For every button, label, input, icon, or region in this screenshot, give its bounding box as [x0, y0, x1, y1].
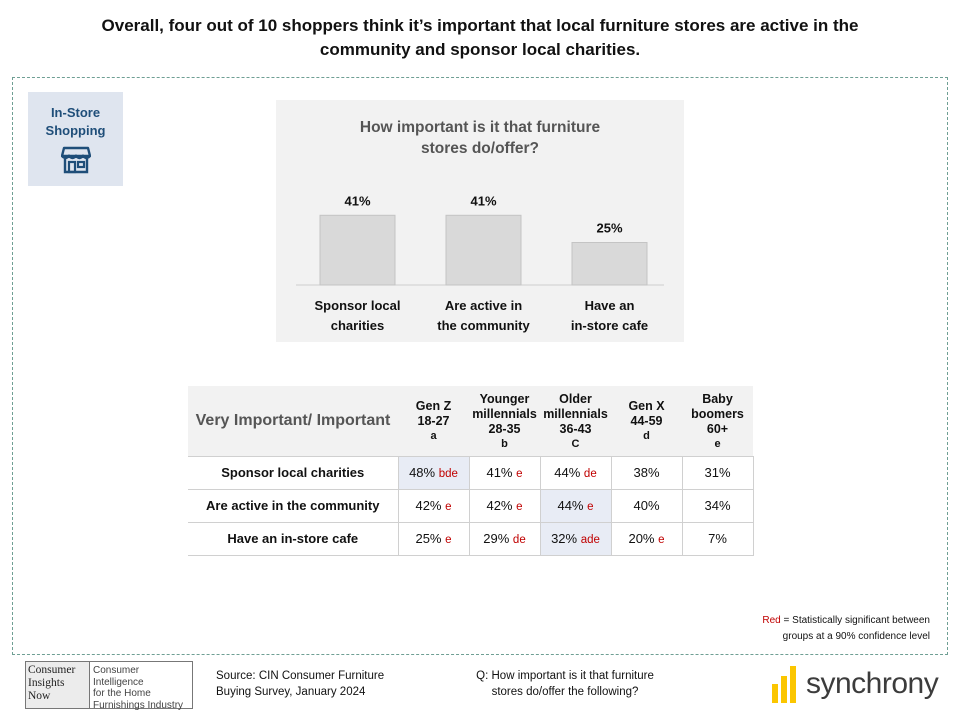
synchrony-wordmark: synchrony — [806, 667, 939, 700]
cin-logo-tagline: Consumer Intelligence for the Home Furnish… — [93, 665, 184, 711]
badge-label: In-Store Shopping — [45, 105, 106, 138]
significance-letters: de — [583, 468, 597, 480]
synchrony-mark-icon — [772, 666, 796, 703]
cell-value: 42% — [415, 498, 442, 513]
slide-headline: Overall, four out of 10 shoppers think i… — [101, 16, 859, 59]
table-cell: 41% e — [468, 455, 541, 490]
table-cell: 44% e — [539, 488, 612, 523]
cell-value: 44% — [557, 498, 584, 513]
row-label: Have an in-store cafe — [188, 521, 399, 556]
significance-note: Red = Statistically significant between … — [762, 613, 930, 645]
table-cell: 48% bde — [397, 455, 470, 490]
significance-letters: bde — [438, 468, 458, 480]
cell-value: 48% — [409, 465, 436, 480]
chart-title: How important is it that furniture store… — [359, 119, 601, 157]
cell-value: 29% — [483, 531, 510, 546]
bar — [571, 242, 648, 286]
table-cell: 34% — [681, 488, 754, 523]
synchrony-logo: synchrony — [772, 663, 939, 705]
table-row: Sponsor local charities 48% bde 41% e 44% d… — [188, 455, 754, 490]
note-red-word: Red — [762, 615, 781, 626]
table-cell: 42% e — [468, 488, 541, 523]
bar — [319, 214, 396, 286]
cell-value: 42% — [486, 498, 513, 513]
table-row: Have an in-store cafe 25% e 29% de 32% ade 2… — [188, 521, 754, 556]
storefront-icon — [60, 146, 91, 174]
cell-value: 38% — [633, 465, 660, 480]
row-label: Sponsor local charities — [188, 455, 399, 490]
significance-letters: e — [658, 534, 665, 546]
column-header: Older millennials 36-43 C — [540, 386, 611, 456]
table-cell: 29% de — [468, 521, 541, 556]
category-label: Are active in the community — [437, 298, 530, 333]
bar — [445, 214, 522, 286]
significance-letters: de — [512, 534, 526, 546]
category-label: Sponsor local charities — [315, 298, 401, 333]
cell-value: 34% — [704, 498, 731, 513]
cell-value: 41% — [486, 465, 513, 480]
significance-letters: e — [587, 501, 594, 513]
cell-value: 7% — [708, 531, 727, 546]
table-row-header: Very Important/ Important — [188, 386, 398, 456]
chart-plot: 41% Sponsor local charities 41% Are active i… — [296, 193, 664, 333]
data-label: 41% — [344, 193, 370, 208]
table-cell: 31% — [681, 455, 754, 490]
significance-letters: e — [516, 501, 523, 513]
cell-value: 40% — [633, 498, 660, 513]
note-text: = Statistically significant between — [780, 615, 930, 626]
significance-letters: e — [516, 468, 523, 480]
source-note: Source: CIN Consumer Furniture Buying Sur… — [216, 670, 385, 698]
table-cell: 42% e — [397, 488, 470, 523]
column-header: Gen Z 18-27 a — [398, 386, 469, 456]
in-store-shopping-badge: In-Store Shopping — [28, 92, 123, 186]
table-cell: 7% — [681, 521, 754, 556]
generation-table: Very Important/ Important Gen Z 18-27 a Yo… — [188, 386, 754, 556]
importance-chart: How important is it that furniture store… — [276, 100, 684, 342]
cell-value: 32% — [551, 531, 578, 546]
cin-logo: Consumer Insights Now Consumer Intelligenc… — [25, 661, 193, 711]
row-label: Are active in the community — [188, 488, 399, 523]
category-label: Have an in-store cafe — [571, 298, 648, 333]
table-cell: 32% ade — [539, 521, 612, 556]
table-cell: 44% de — [539, 455, 612, 490]
table-cell: 38% — [610, 455, 683, 490]
question-note: Q: How important is it that furniture sto… — [476, 670, 654, 698]
cell-value: 44% — [554, 465, 581, 480]
column-header: Gen X 44-59 d — [611, 386, 682, 456]
cell-value: 25% — [415, 531, 442, 546]
data-label: 25% — [596, 221, 622, 236]
column-header: Baby boomers 60+ e — [682, 386, 753, 456]
table-row: Are active in the community 42% e 42% e 44%… — [188, 488, 754, 523]
table-cell: 20% e — [610, 521, 683, 556]
significance-letters: ade — [580, 534, 600, 546]
cell-value: 20% — [628, 531, 655, 546]
note-text-line2: groups at a 90% confidence level — [782, 631, 930, 642]
column-header: Younger millennials 28-35 b — [469, 386, 540, 456]
cin-logo-wordmark: Consumer Insights Now — [26, 662, 90, 708]
cell-value: 31% — [704, 465, 731, 480]
content-frame — [12, 77, 948, 655]
significance-letters: e — [445, 501, 452, 513]
table-header-row: Very Important/ Important Gen Z 18-27 a Yo… — [188, 386, 753, 456]
data-label: 41% — [470, 193, 496, 208]
table-cell: 40% — [610, 488, 683, 523]
table-cell: 25% e — [397, 521, 470, 556]
significance-letters: e — [445, 534, 452, 546]
